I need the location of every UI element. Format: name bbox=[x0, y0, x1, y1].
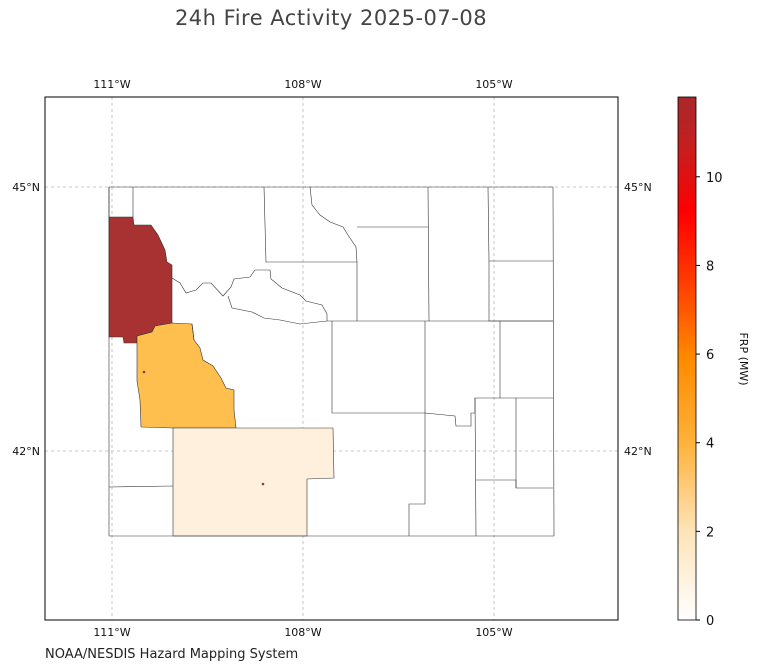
state-outline bbox=[108, 186, 555, 537]
colorbar-tick-label: 6 bbox=[706, 348, 714, 363]
colorbar-tick-label: 4 bbox=[706, 437, 714, 452]
lon-tick-top: 108°W bbox=[284, 78, 321, 91]
colorbar-tick-label: 0 bbox=[706, 614, 714, 629]
map-border bbox=[44, 96, 619, 621]
lon-tick-top: 111°W bbox=[93, 78, 130, 91]
colorbar bbox=[677, 96, 697, 621]
lon-tick-bottom: 111°W bbox=[93, 626, 130, 639]
chart-title: 24h Fire Activity 2025-07-08 bbox=[174, 6, 488, 30]
lat-tick-right: 45°N bbox=[624, 181, 652, 194]
fire-point bbox=[142, 370, 146, 374]
lon-tick-top: 105°W bbox=[475, 78, 512, 91]
lat-tick-right: 42°N bbox=[624, 445, 652, 458]
colorbar-ticks: 0 2 4 6 8 10 bbox=[696, 171, 723, 629]
colorbar-tick-label: 2 bbox=[706, 525, 714, 540]
lat-tick-left: 42°N bbox=[12, 445, 40, 458]
colorbar-tick-label: 10 bbox=[706, 171, 723, 186]
colorbar-label: FRP (MW) bbox=[737, 332, 750, 385]
fremont-county[interactable] bbox=[136, 322, 237, 429]
source-credit: NOAA/NESDIS Hazard Mapping System bbox=[45, 647, 299, 662]
county-boundaries bbox=[108, 186, 555, 537]
colorbar-tick-label: 8 bbox=[706, 259, 714, 274]
lon-tick-bottom: 108°W bbox=[284, 626, 321, 639]
map-area[interactable] bbox=[45, 97, 618, 620]
lat-tick-left: 45°N bbox=[12, 181, 40, 194]
fire-point bbox=[261, 482, 265, 486]
lon-tick-bottom: 105°W bbox=[475, 626, 512, 639]
